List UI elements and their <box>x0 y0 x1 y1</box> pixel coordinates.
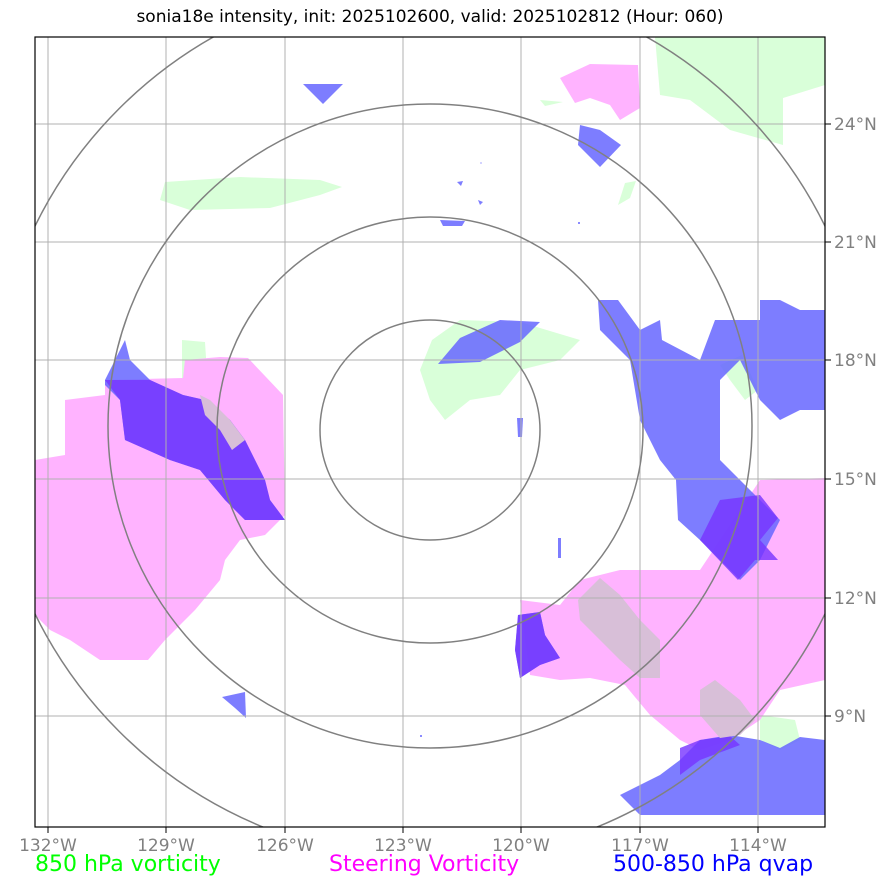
green-area-northeast <box>655 37 825 145</box>
pink-area-north <box>560 64 640 120</box>
lon-tick-label: 114°W <box>729 836 787 856</box>
blue-area-center-small <box>517 418 523 437</box>
map-plot-area <box>35 37 825 827</box>
lon-tick-label: 132°W <box>19 836 77 856</box>
lon-tick-label: 123°W <box>374 836 432 856</box>
green-area-west <box>160 177 342 210</box>
lat-tick-label: 24°N <box>834 115 877 135</box>
lon-tick-labels: 132°W 129°W 126°W 123°W 120°W 117°W 114°… <box>19 836 787 856</box>
tick-marks <box>47 123 831 833</box>
green-area-small-2 <box>540 100 563 106</box>
lon-tick-label: 120°W <box>492 836 550 856</box>
range-ring-2 <box>216 216 644 644</box>
overlap-west <box>105 380 285 520</box>
lon-tick-label: 117°W <box>611 836 669 856</box>
map-title: sonia18e intensity, init: 2025102600, va… <box>136 7 724 27</box>
lon-tick-label: 129°W <box>137 836 195 856</box>
blue-area-dot-1 <box>457 181 463 186</box>
blue-area-line <box>558 538 561 558</box>
lat-tick-label: 9°N <box>834 707 866 727</box>
blue-area-southwest <box>222 692 246 718</box>
range-ring-1 <box>319 319 541 541</box>
blue-area-southeast <box>620 735 825 815</box>
specks <box>420 162 580 737</box>
green-area-small-1 <box>618 181 636 205</box>
legend-850hpa-vorticity: 850 hPa vorticity <box>35 852 221 877</box>
blue-area-dot-2 <box>478 200 483 205</box>
speck-2 <box>578 222 580 224</box>
lat-tick-label: 15°N <box>834 470 877 490</box>
range-ring-3 <box>107 103 753 749</box>
blue-area-center <box>438 320 540 364</box>
lat-tick-label: 18°N <box>834 351 877 371</box>
speck-3 <box>480 162 482 164</box>
legend-steering-vorticity: Steering Vorticity <box>329 852 520 877</box>
lon-tick-label: 126°W <box>256 836 314 856</box>
lat-tick-labels: 24°N 21°N 18°N 15°N 12°N 9°N <box>834 115 877 727</box>
pink-area-southeast <box>520 478 825 750</box>
green-area-southeast <box>760 715 800 750</box>
lat-tick-label: 12°N <box>834 589 877 609</box>
plot-frame <box>34 36 826 828</box>
blue-area-strip <box>440 220 465 226</box>
blue-area-north-1 <box>303 84 343 104</box>
lat-tick-label: 21°N <box>834 233 877 253</box>
overlap-south-center <box>515 612 560 678</box>
legend-qvap: 500-850 hPa qvap <box>613 852 814 877</box>
gridlines <box>35 37 825 827</box>
speck-1 <box>420 735 422 737</box>
blue-area-north-2 <box>578 125 621 167</box>
grey-area-3 <box>200 395 245 450</box>
range-rings <box>35 37 825 827</box>
grey-area-2 <box>700 680 755 738</box>
